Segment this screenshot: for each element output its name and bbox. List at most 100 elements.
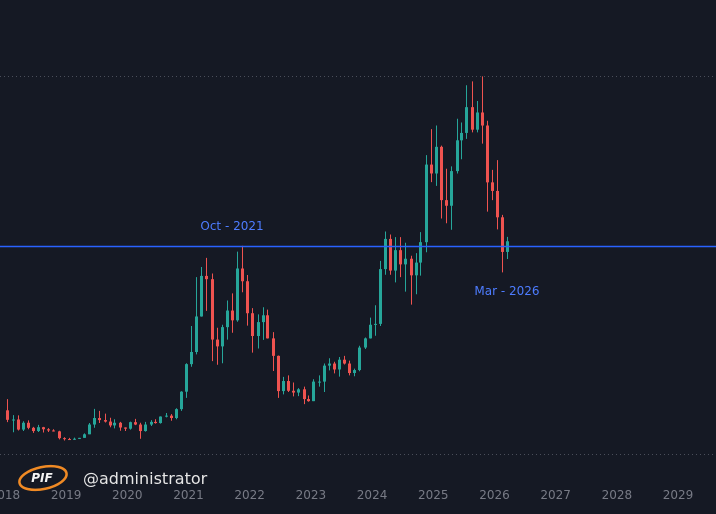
candle-body: [307, 399, 310, 402]
candle-body: [58, 431, 61, 439]
x-tick-label: 2024: [357, 488, 388, 502]
candle-body: [88, 424, 91, 435]
annotation: Oct - 2021: [200, 219, 263, 233]
candle-body: [374, 323, 377, 325]
candle-body: [47, 429, 50, 431]
candle-body: [384, 238, 387, 270]
candle-body: [282, 381, 285, 392]
candle-body: [277, 355, 280, 392]
x-tick-label: 2020: [112, 488, 143, 502]
candle-body: [292, 390, 295, 393]
candle-body: [399, 250, 402, 265]
candle-body: [496, 190, 499, 218]
candle-body: [236, 268, 239, 321]
candle-body: [430, 164, 433, 174]
candle-body: [17, 419, 20, 430]
candle-body: [139, 424, 142, 432]
candle-body: [338, 359, 341, 370]
candle-body: [257, 322, 260, 337]
x-axis: 2018 2019 2020 2021 2022 2023 2024 2025 2026 2027…: [0, 488, 693, 502]
candle-body: [73, 438, 76, 440]
candle-body: [6, 410, 9, 420]
candle-body: [456, 140, 459, 172]
x-tick-label: 2026: [479, 488, 510, 502]
candle-body: [154, 421, 157, 424]
candle-body: [328, 363, 331, 366]
candle-body: [190, 352, 193, 365]
candle-body: [134, 422, 137, 425]
candle-body: [404, 258, 407, 265]
candle-body: [481, 112, 484, 126]
x-tick-label: 2019: [51, 488, 82, 502]
candle-body: [440, 146, 443, 201]
candle-body: [435, 146, 438, 174]
candle-body: [205, 275, 208, 280]
candle-body: [113, 422, 116, 426]
handle: @administrator: [83, 469, 208, 488]
candle-body: [170, 415, 173, 419]
x-tick-label: 2021: [173, 488, 204, 502]
candle-body: [471, 107, 474, 130]
candle-body: [221, 327, 224, 347]
candle-body: [98, 418, 101, 421]
logo-text: PIF: [31, 471, 53, 485]
annotation: Mar - 2026: [474, 284, 539, 298]
candle-body: [379, 269, 382, 324]
candle-body: [272, 338, 275, 356]
logo-swoosh: [18, 464, 68, 492]
candle-body: [226, 310, 229, 328]
candle-body: [32, 427, 35, 432]
candle-body: [200, 275, 203, 317]
candle-body: [119, 422, 122, 428]
candle-body: [180, 391, 183, 410]
candle-body: [251, 313, 254, 337]
candle-body: [303, 389, 306, 400]
x-tick-label: 2025: [418, 488, 449, 502]
candle-body: [63, 438, 66, 440]
candle-body: [195, 316, 198, 353]
candle-body: [460, 132, 463, 141]
candle-body: [109, 421, 112, 426]
candle-body: [42, 427, 45, 430]
candle-body: [129, 422, 132, 429]
candle-body: [150, 421, 153, 425]
candle-body: [318, 381, 321, 383]
candle-body: [175, 409, 178, 419]
candle-body: [231, 310, 234, 321]
candle-body: [185, 364, 188, 392]
candle-body: [266, 315, 269, 339]
candle-body: [287, 381, 290, 391]
candle-body: [216, 339, 219, 347]
candle-body: [312, 381, 315, 402]
candle-body: [465, 107, 468, 133]
candle-body: [124, 427, 127, 429]
candle-body: [425, 164, 428, 243]
candle-body: [419, 242, 422, 263]
candle-body: [491, 182, 494, 191]
candle-body: [165, 415, 168, 417]
candle-body: [476, 112, 479, 130]
candle-body: [68, 439, 71, 441]
candle-body: [415, 262, 418, 276]
candle-body: [83, 434, 86, 438]
x-tick-label: 2018: [0, 488, 20, 502]
x-tick-label: 2029: [663, 488, 694, 502]
candle-body: [501, 217, 504, 252]
candle-body: [353, 370, 356, 374]
candle-body: [12, 419, 15, 421]
candle-body: [262, 315, 265, 323]
candle-body: [333, 363, 336, 370]
candle-body: [389, 238, 392, 271]
candle-body: [27, 422, 30, 428]
x-tick-label: 2023: [296, 488, 327, 502]
x-tick-label: 2022: [234, 488, 265, 502]
candle-body: [78, 437, 81, 439]
candle-body: [410, 258, 413, 276]
candle-body: [450, 171, 453, 206]
plot: [0, 76, 716, 441]
candle-body: [52, 430, 55, 432]
candle-body: [22, 422, 25, 430]
